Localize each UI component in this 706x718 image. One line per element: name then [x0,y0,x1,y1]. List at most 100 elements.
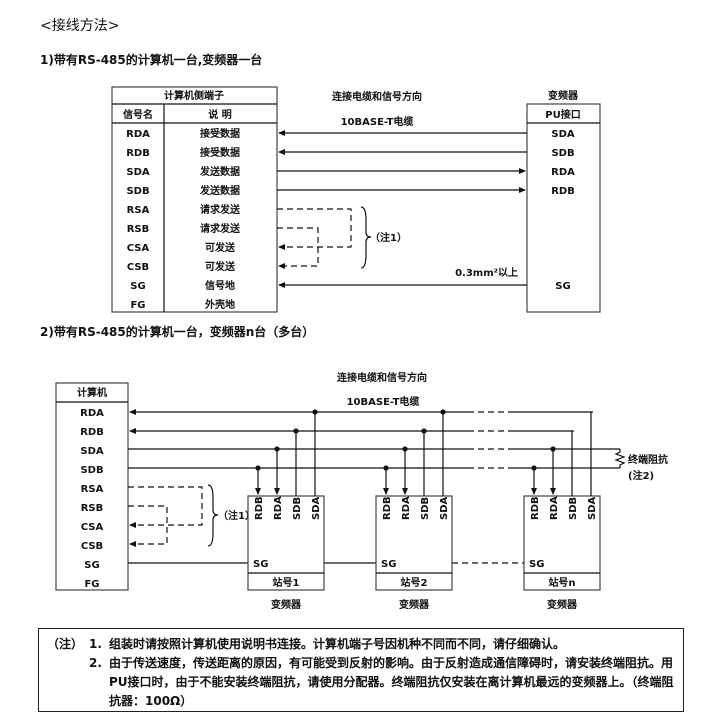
note1-ref-2: （注1） [218,509,255,522]
station-pin-label: SDB [420,497,431,520]
signal-description: 可发送 [205,241,236,254]
signal-name: SG [130,281,145,292]
station-pin-label: RDA [401,496,412,520]
signal-name: RDA [126,129,150,140]
signal-description: 接受数据 [200,146,240,159]
junction-dot [402,446,408,452]
signal-name: FG [130,300,145,311]
pu-pin: SDA [551,129,575,140]
table-header: 计算机侧端子 [164,89,224,102]
signal-name: SG [84,560,99,571]
inverter-station: RDB RDA SDB SDA SG 站号2 变频器 [375,409,453,611]
cable-title-2: 连接电缆和信号方向 [337,371,427,384]
junction-dot [274,446,280,452]
station-sg-label: SG [381,559,396,570]
signal-name: RSA [127,205,150,216]
computer-header: 计算机 [77,386,107,399]
signal-name: CSA [127,243,150,254]
junction-dot [312,409,318,415]
station-pin-label: RDB [530,496,541,520]
wire-size-label: 0.3mm²以上 [455,266,518,279]
signal-description: 外壳地 [204,298,235,311]
signal-name: SDB [126,186,149,197]
junction-dot [255,465,261,471]
junction-dot [383,465,389,471]
station-sg-label: SG [529,559,544,570]
station-number: 站号1 [273,576,300,589]
terminator-label: 终端阻抗 [628,453,668,466]
cable-type-1: 10BASE-T电缆 [341,115,414,128]
signal-name: CSA [81,522,104,533]
section1-heading: 1)带有RS-485的计算机一台,变频器一台 [40,52,262,67]
cable-type-2: 10BASE-T电缆 [347,395,420,408]
note-text: 由于传送速度，传送距离的原因，有可能受到反射的影响。由于反射造成通信障碍时，请安… [109,656,674,708]
station-pin-label: SDB [292,497,303,520]
note-number: 1. [89,637,102,651]
computer-box: 计算机 RDA RDB SDA SDB RSA RSB CSA CSB SG FG [55,382,129,591]
signal-description: 信号地 [205,279,235,292]
signal-description: 可发送 [205,260,236,273]
note1-ref-1: （注1） [370,231,407,244]
signal-name: RDB [80,427,104,438]
junction-dot [440,409,446,415]
station-number: 站号n [548,576,575,589]
junction-dot [293,428,299,434]
station-sg-label: SG [253,559,268,570]
pu-pin: RDA [551,167,575,178]
signal-name: CSB [81,541,103,552]
section2-bus [128,409,626,564]
terminator-resistor-icon [614,449,626,468]
section1-wires [277,130,527,288]
note-number: 2. [89,656,102,670]
station-pin-label: RDA [273,496,284,520]
junction-dot [531,465,537,471]
signal-description: 请求发送 [200,222,241,235]
page-title: <接线方法> [40,17,119,34]
station-number: 站号2 [401,576,428,589]
col-signal-header: 信号名 [123,108,153,121]
signal-name: FG [84,579,99,590]
signal-name: CSB [127,262,149,273]
station-device-label: 变频器 [547,598,578,611]
col-desc-header: 说 明 [208,108,231,121]
signal-name: RDA [80,408,104,419]
signal-name: RSB [127,224,150,235]
inverter-label-1: 变频器 [548,89,579,102]
notes-box: （注） 1. 组装时请按照计算机使用说明书连接。计算机端子号因机种不同而不同，请… [38,628,684,712]
signal-name: RSB [81,503,104,514]
station-pin-label: SDA [587,496,598,520]
signal-description: 接受数据 [200,127,240,140]
station-pin-label: RDB [382,496,393,520]
section2-heading: 2)带有RS-485的计算机一台，变频器n台（多台） [40,324,314,339]
signal-description: 请求发送 [200,203,241,216]
note-text: 组装时请按照计算机使用说明书连接。计算机端子号因机种不同而不同，请仔细确认。 [109,637,566,651]
inverter-station: RDB RDA SDB SDA SG 站号n 变频器 [523,412,601,611]
computer-terminal-table: 计算机侧端子 信号名 说 明 RDA 接受数据 RDB 接受数据 SDA 发送数据 SDB 发… [111,86,278,313]
junction-dot [421,428,427,434]
pu-interface-box: PU接口 SDA SDB RDA RDB SG [526,103,601,313]
cable-title-1: 连接电缆和信号方向 [332,90,422,103]
signal-description: 发送数据 [199,165,240,178]
station-pin-label: RDB [254,496,265,520]
pu-pin: SG [555,281,570,292]
signal-name: SDA [80,446,104,457]
terminator-note: (注2) [628,469,654,482]
pu-pin: RDB [551,186,575,197]
signal-name: RSA [81,484,104,495]
signal-name: SDA [126,167,150,178]
pu-pin: SDB [551,148,574,159]
station-pin-label: SDA [311,496,322,520]
signal-description: 发送数据 [199,184,240,197]
signal-name: RDB [126,148,150,159]
station-pin-label: SDA [439,496,450,520]
pu-header: PU接口 [545,108,580,121]
station-pin-label: RDA [549,496,560,520]
notes-label: （注） [47,637,84,651]
station-pin-label: SDB [568,497,579,520]
station-device-label: 变频器 [271,598,302,611]
signal-name: SDB [80,465,103,476]
inverter-station: RDB RDA SDB SDA SG 站号1 变频器 [247,409,325,611]
station-device-label: 变频器 [399,598,430,611]
junction-dot [550,446,556,452]
